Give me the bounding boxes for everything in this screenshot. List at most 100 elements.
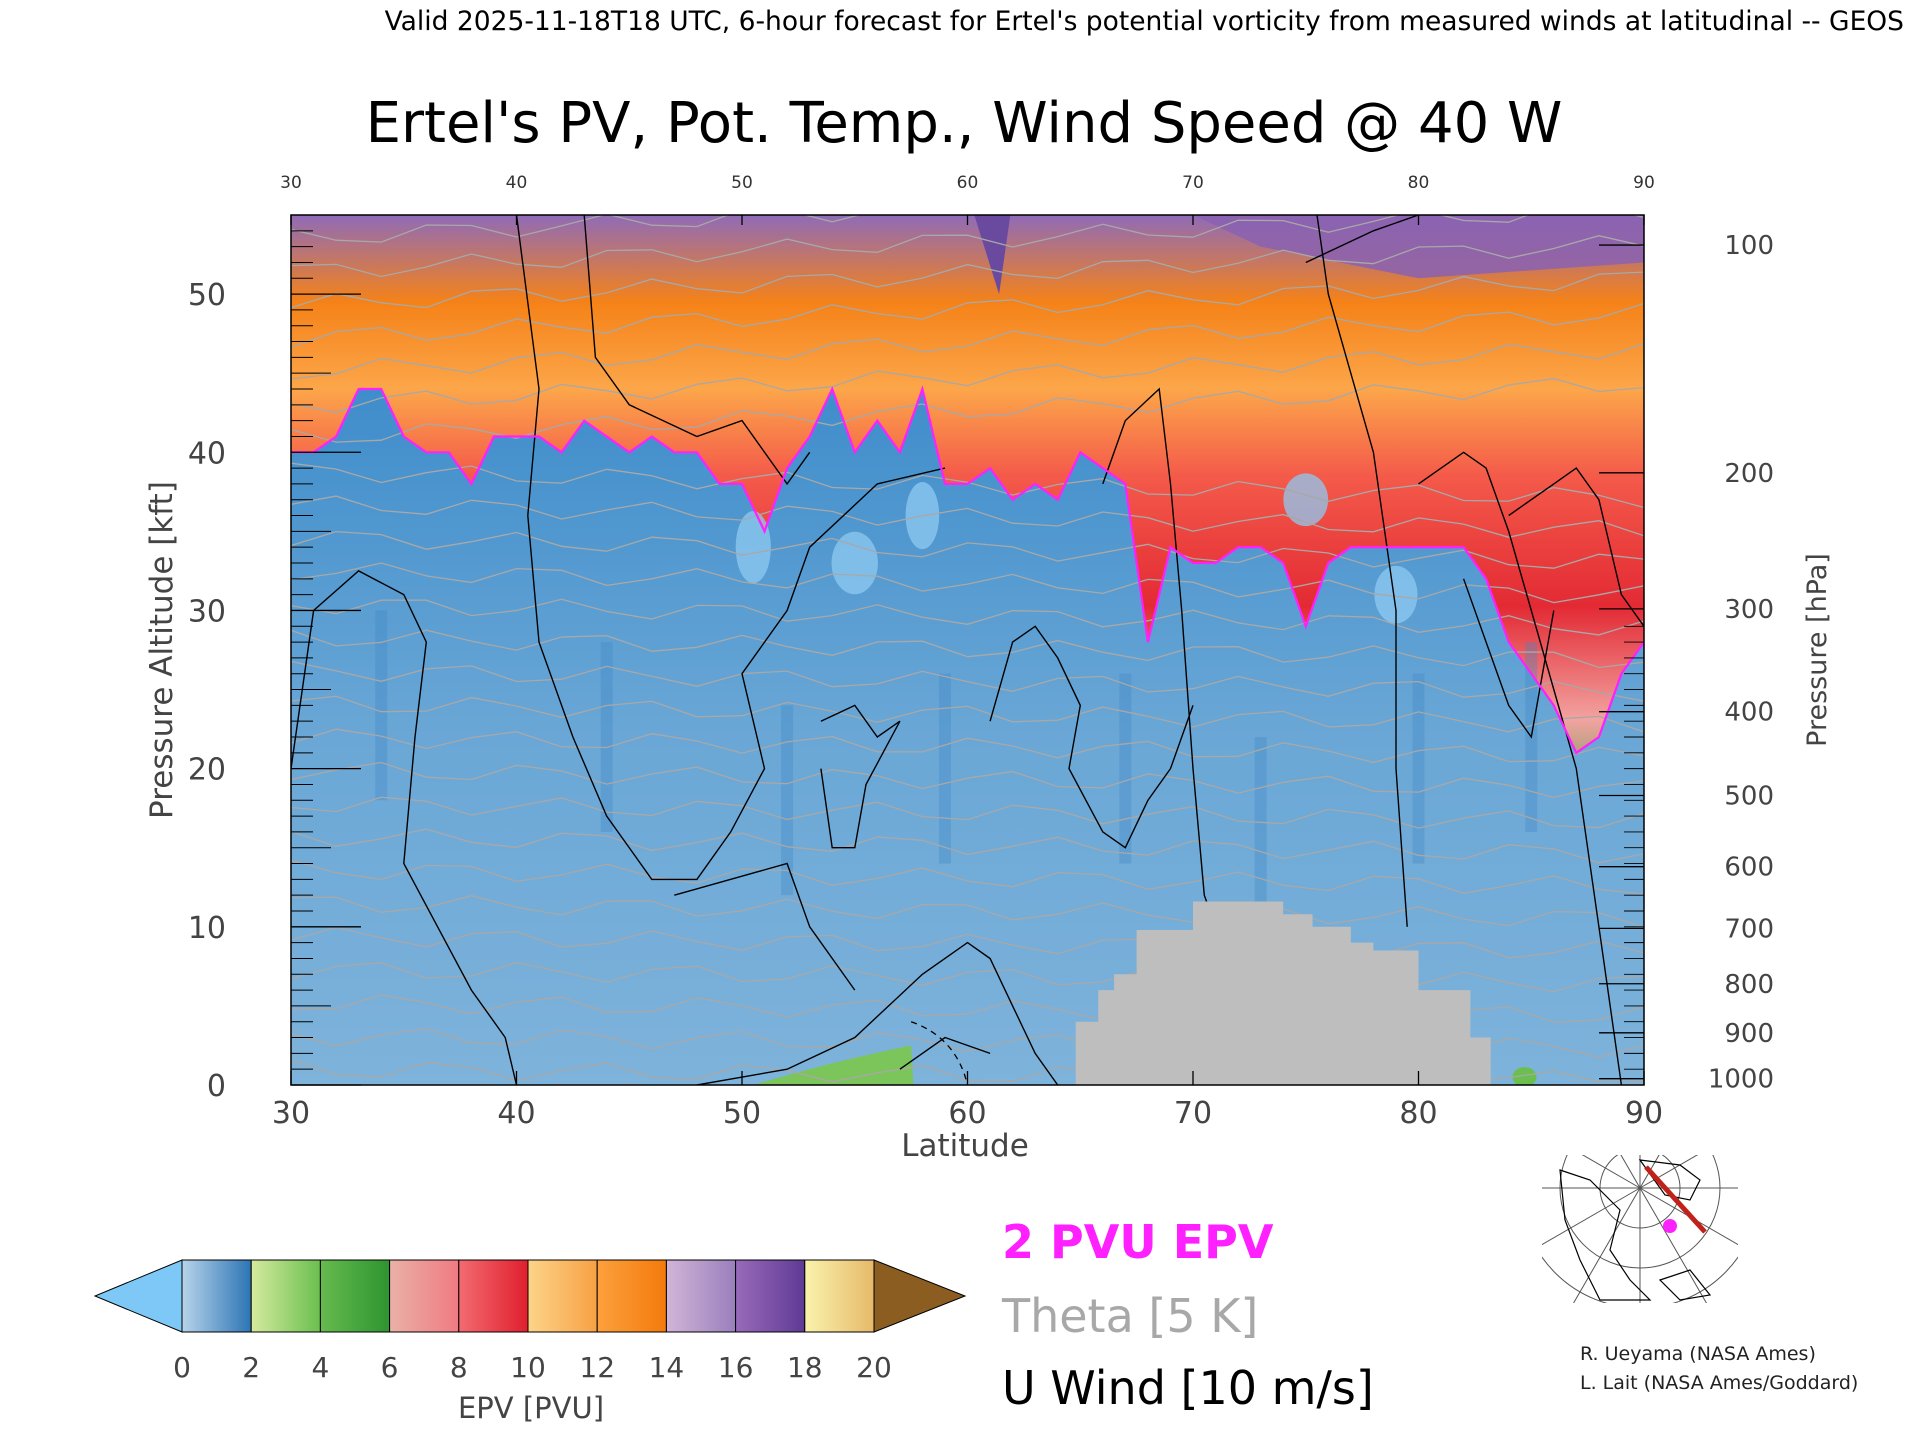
theta-contour <box>291 761 1644 799</box>
theta-contour <box>291 530 1644 569</box>
inset-meridian <box>1542 1187 1641 1246</box>
inset-meridian <box>1639 1155 1660 1189</box>
forecast-header: Valid 2025-11-18T18 UTC, 6-hour forecast… <box>385 6 1904 37</box>
pressure-tick-label: 100 <box>1724 231 1774 261</box>
theta-contour <box>291 215 862 243</box>
pv-streak <box>600 642 613 832</box>
inset-meridian <box>1573 1187 1641 1303</box>
pressure-tick-label: 500 <box>1724 782 1774 812</box>
colorbar-segment <box>665 1259 737 1333</box>
colorbar-segment <box>319 1259 391 1333</box>
x-axis-label: Latitude <box>901 1128 1029 1164</box>
theta-contour <box>291 660 1644 702</box>
inset-map <box>1542 1155 1738 1303</box>
colorbar-tick-label: 14 <box>649 1351 685 1384</box>
colorbar-segment <box>804 1259 875 1333</box>
theta-contour <box>291 271 1644 349</box>
colorbar-tick-label: 20 <box>856 1351 892 1384</box>
low-pv-patch <box>1374 565 1418 624</box>
credit-line-2: L. Lait (NASA Ames/Goddard) <box>1580 1372 1858 1394</box>
wind-contour <box>899 1036 991 1070</box>
colorbar-segment <box>250 1259 321 1333</box>
pressure-tick-label: 1000 <box>1708 1065 1774 1095</box>
wind-contours <box>291 215 1644 1085</box>
theta-contour <box>291 895 1644 929</box>
theta-contour <box>291 859 1644 895</box>
theta-contour <box>291 377 1644 443</box>
colorbar-tick-label: 10 <box>510 1351 546 1384</box>
colorbar-tick-label: 16 <box>718 1351 754 1384</box>
pv-streak <box>1254 737 1267 927</box>
tropopause-2pvu-line <box>291 385 1644 755</box>
wind-contour <box>696 941 1059 1085</box>
colorbar-segment <box>735 1259 806 1333</box>
colorbar-segment <box>596 1259 667 1333</box>
troposphere-fill <box>291 389 1644 1085</box>
y-axis-label: Pressure Altitude [kft] <box>144 481 180 819</box>
theta-contour <box>291 728 1644 764</box>
inset-coastline <box>1658 1269 1712 1301</box>
inset-meridian <box>1620 1155 1641 1189</box>
pv-streak <box>375 610 388 801</box>
wind-contour <box>291 570 518 1085</box>
theta-contour <box>291 629 1644 669</box>
pressure-tick-label: 700 <box>1724 914 1774 944</box>
y-axis-right-label: Pressure [hPa] <box>1802 553 1833 747</box>
wind-contour-negative <box>910 1021 969 1085</box>
colorbar-segment <box>458 1259 529 1333</box>
wind-contour <box>674 862 856 991</box>
wind-contour <box>820 704 901 849</box>
y-tick-label: 0 <box>207 1069 226 1104</box>
tropopause-layer <box>291 385 1644 755</box>
low-pv-patch <box>735 511 771 584</box>
topography-layer <box>1075 901 1491 1085</box>
inset-coastline <box>1638 1159 1701 1201</box>
pv-streak <box>1119 673 1132 864</box>
x-tick-label-top: 80 <box>1408 173 1430 193</box>
credit-line-1: R. Ueyama (NASA Ames) <box>1580 1343 1816 1365</box>
theta-contour <box>291 562 1644 604</box>
colorbar-tick-label: 6 <box>381 1351 399 1384</box>
x-tick-label: 30 <box>272 1096 310 1131</box>
theta-contour <box>291 235 1644 309</box>
pressure-tick-label: 200 <box>1724 459 1774 489</box>
inset-route <box>1644 1165 1707 1234</box>
x-tick-label-top: 90 <box>1633 173 1655 193</box>
inset-location-dot <box>1663 1219 1677 1233</box>
x-tick-label-top: 30 <box>280 173 302 193</box>
colorbar-label: EPV [PVU] <box>458 1391 604 1425</box>
colorbar-tick-label: 8 <box>450 1351 468 1384</box>
low-pv-patch <box>1283 473 1329 527</box>
colorbar-segment <box>527 1259 598 1333</box>
legend-wind: U Wind [10 m/s] <box>1002 1361 1374 1415</box>
theta-contour <box>291 695 1644 733</box>
pv-streak <box>1412 673 1425 864</box>
legend-pv: 2 PVU EPV <box>1002 1215 1274 1269</box>
y-tick-label: 50 <box>188 278 226 313</box>
pressure-tick-label: 300 <box>1724 595 1774 625</box>
theta-contour <box>291 598 1644 636</box>
wind-contour <box>1305 215 1419 264</box>
wind-contour <box>583 215 811 486</box>
theta-contour <box>291 302 1644 380</box>
y-tick-label: 10 <box>188 911 226 946</box>
y-tick-label: 30 <box>188 594 226 629</box>
pv-surface-blob <box>753 1045 914 1085</box>
pv-field <box>291 215 1644 1085</box>
wind-contour <box>989 625 1194 849</box>
inset-map-body <box>1542 1155 1738 1303</box>
wind-contour <box>1508 467 1644 627</box>
pv-spike <box>974 215 1011 295</box>
pressure-tick-label: 900 <box>1724 1019 1774 1049</box>
wind-contour <box>1462 578 1555 739</box>
colorbar-tick-label: 18 <box>787 1351 823 1384</box>
colorbar-under-arrow <box>93 1259 183 1333</box>
plot-area: 3030404050506060707080809090010203040501… <box>188 173 1774 1131</box>
wind-contour <box>1316 215 1408 927</box>
theta-contour <box>291 462 1644 509</box>
inset-coastline <box>1559 1169 1652 1301</box>
theta-contour <box>291 796 1644 829</box>
wind-contour <box>515 215 946 881</box>
chart-title: Ertel's PV, Pot. Temp., Wind Speed @ 40 … <box>366 91 1563 156</box>
x-tick-label: 70 <box>1174 1096 1212 1131</box>
